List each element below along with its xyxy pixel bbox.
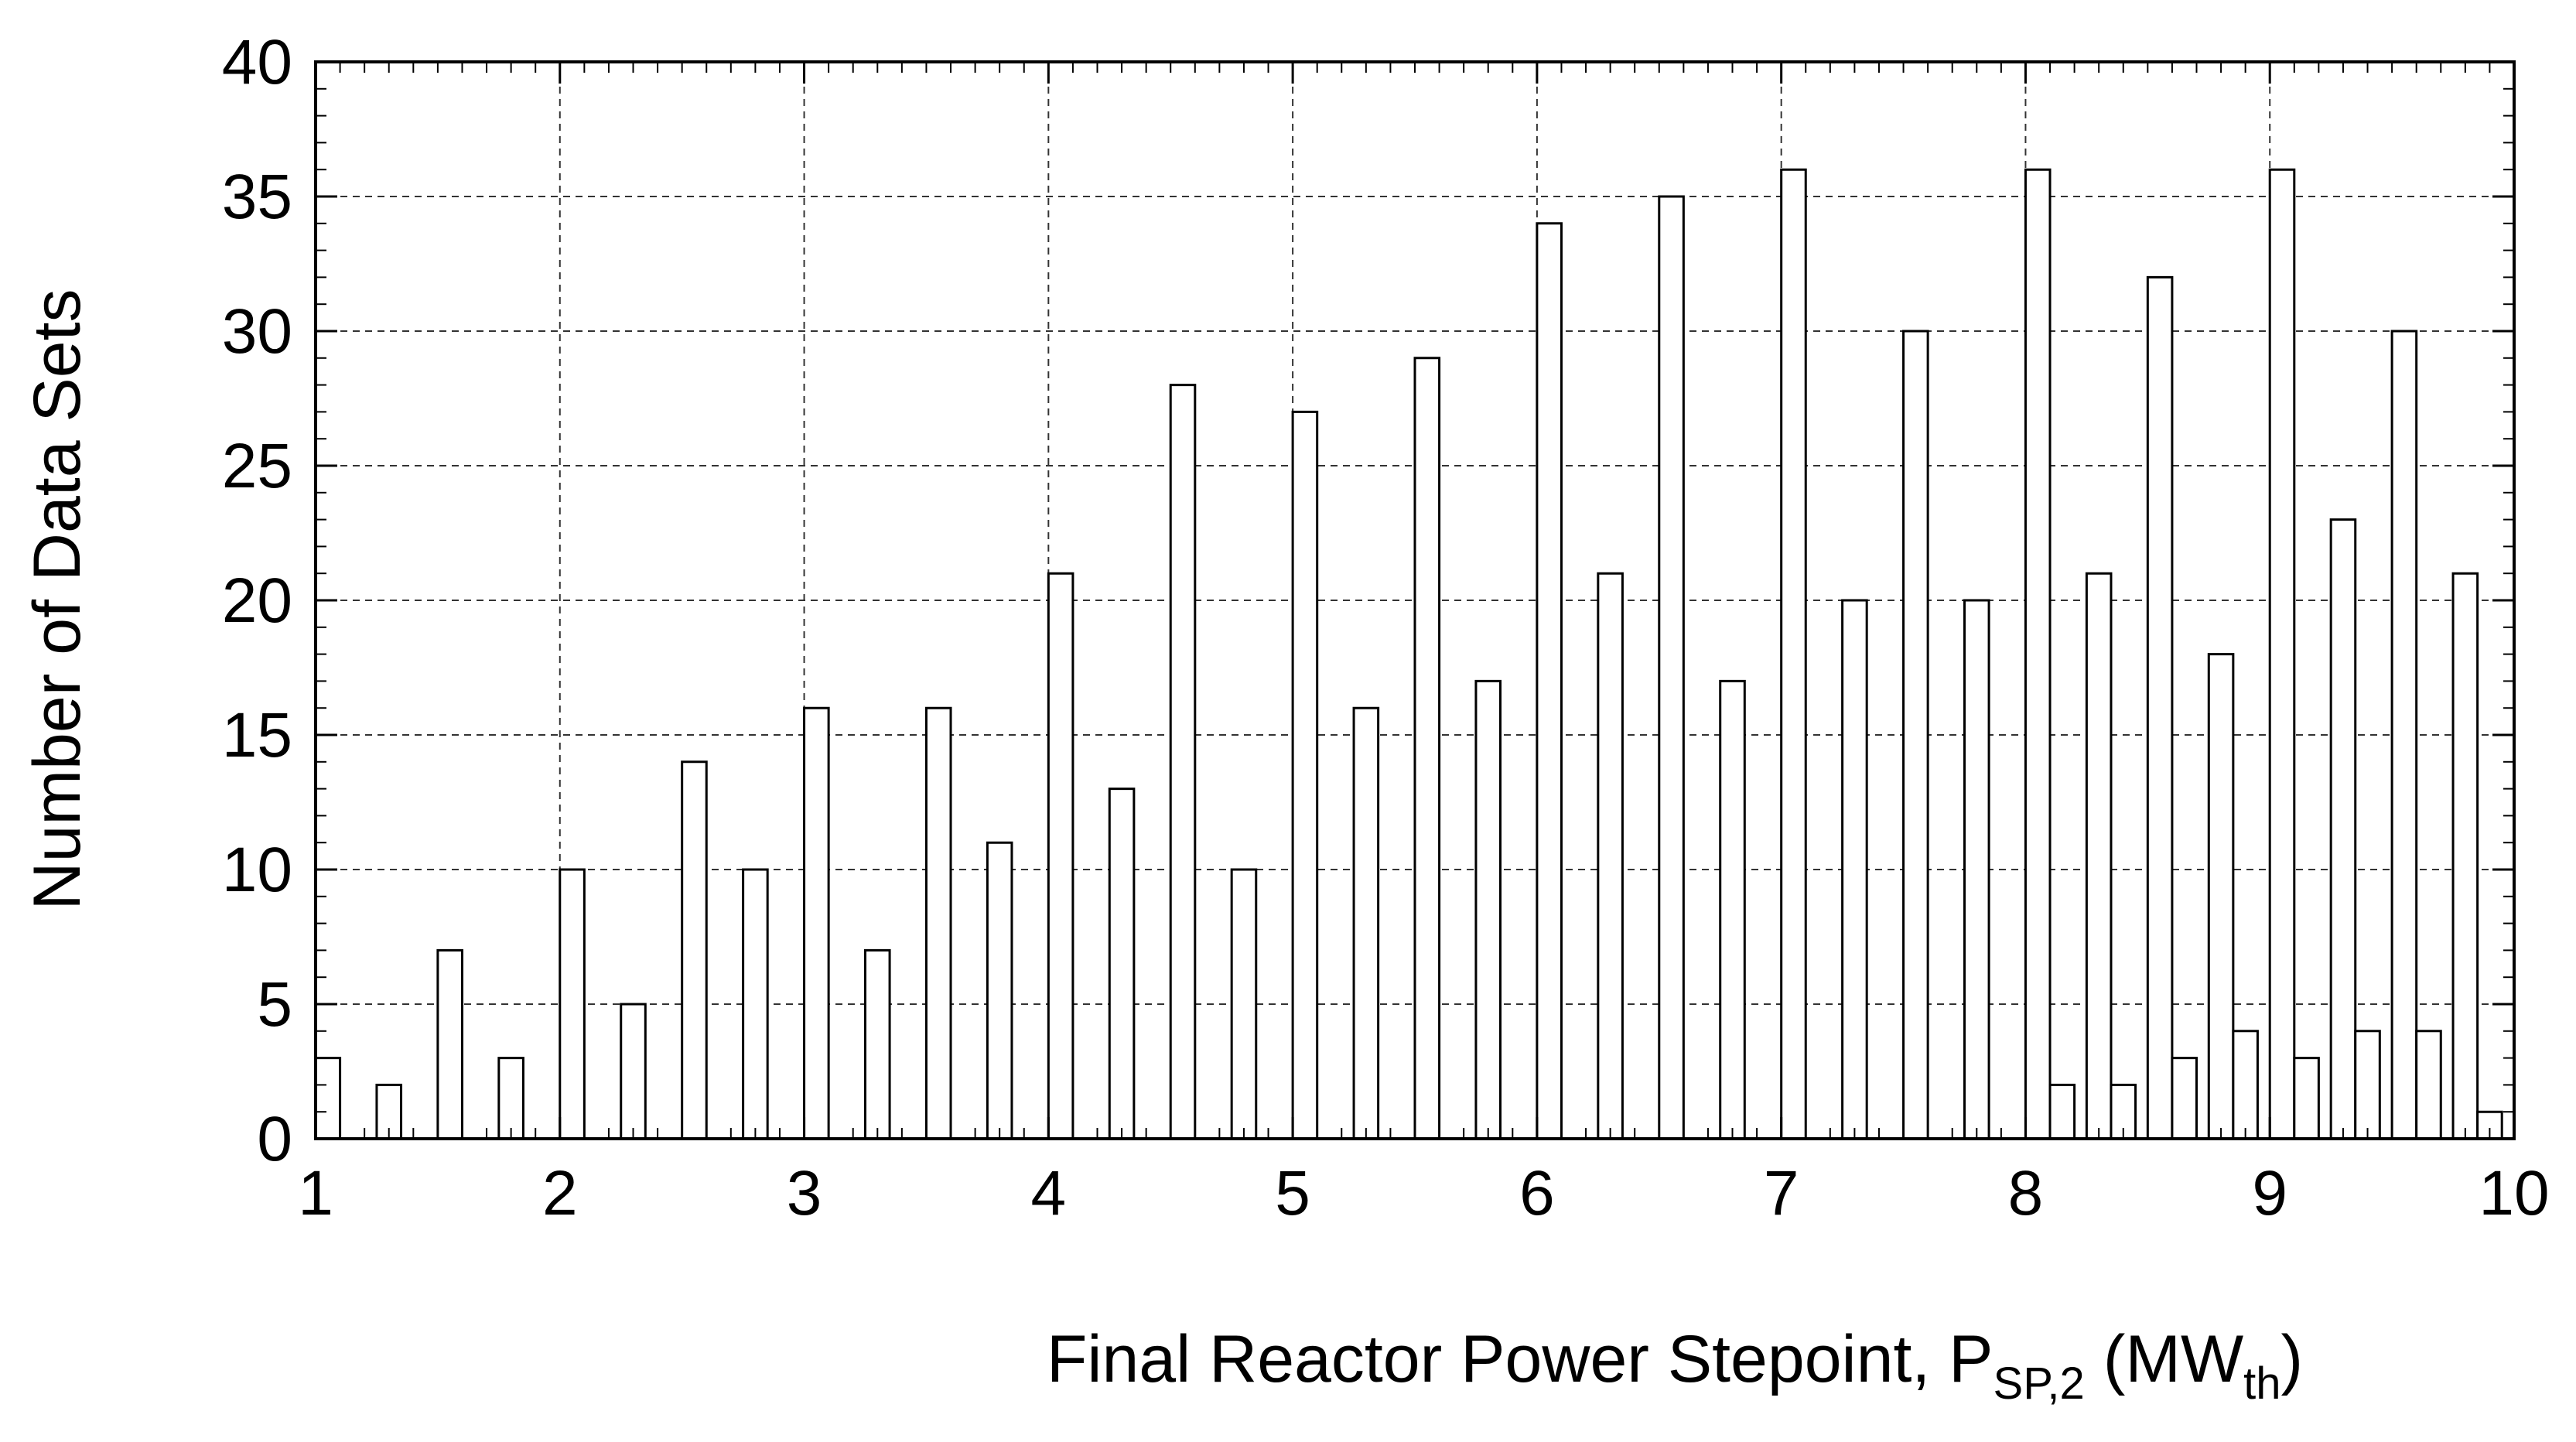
histogram-bar — [2390, 330, 2418, 1139]
histogram-bar — [924, 706, 952, 1139]
histogram-bar — [742, 868, 769, 1139]
histogram-bar — [314, 1057, 342, 1139]
histogram-bar — [1108, 788, 1136, 1139]
histogram-bar — [2207, 653, 2235, 1139]
y-tick-label: 0 — [257, 1104, 292, 1174]
histogram-bar — [803, 706, 830, 1139]
histogram-bar — [2293, 1057, 2320, 1139]
y-axis-title: Number of Data Sets — [20, 289, 94, 910]
x-tick-label: 3 — [787, 1158, 822, 1228]
histogram-bar — [1352, 706, 1380, 1139]
bars — [314, 168, 2503, 1139]
x-axis-title-unit-close: ) — [2281, 1322, 2304, 1396]
histogram-bar — [1963, 599, 1990, 1139]
histogram-bar — [1413, 357, 1441, 1139]
x-axis-title-sub-sp2: SP,2 — [1993, 1358, 2085, 1409]
histogram-bar — [986, 841, 1013, 1139]
x-tick-label: 9 — [2252, 1158, 2287, 1228]
x-tick-label: 1 — [298, 1158, 333, 1228]
y-tick-label: 5 — [257, 969, 292, 1040]
histogram-bar — [375, 1083, 403, 1139]
x-axis-title-main: Final Reactor Power Stepoint, P — [1047, 1322, 1993, 1396]
histogram-bar — [1597, 572, 1624, 1139]
histogram-bar — [2451, 572, 2479, 1139]
x-tick-label: 10 — [2479, 1158, 2549, 1228]
histogram-bar — [1169, 384, 1197, 1139]
histogram-bar — [1658, 195, 1685, 1139]
histogram-bar — [1047, 572, 1074, 1139]
histogram-bar — [2329, 518, 2357, 1139]
histogram-bar — [2048, 1083, 2076, 1139]
histogram-bar — [1536, 222, 1563, 1139]
x-tick-label: 2 — [542, 1158, 578, 1228]
y-tick-label: 10 — [222, 835, 292, 905]
y-tick-label: 15 — [222, 700, 292, 771]
histogram-bar — [2232, 1030, 2259, 1139]
x-axis-title: Final Reactor Power Stepoint, PSP,2 (MWt… — [1047, 1322, 2303, 1409]
histogram-bar — [2268, 168, 2296, 1139]
histogram-bar — [2476, 1110, 2503, 1139]
y-tick-label: 40 — [222, 27, 292, 97]
y-tick-labels: 0 5 10 15 20 25 30 35 40 — [222, 27, 292, 1174]
x-tick-label: 6 — [1519, 1158, 1555, 1228]
histogram-bar — [1902, 330, 1929, 1139]
histogram-bar — [559, 868, 586, 1139]
histogram-bar — [2354, 1030, 2381, 1139]
x-tick-label: 7 — [1764, 1158, 1799, 1228]
y-tick-label: 20 — [222, 566, 292, 636]
histogram-bar — [681, 760, 708, 1139]
histogram-bar — [2024, 168, 2052, 1139]
histogram-bar — [2085, 572, 2113, 1139]
y-tick-label: 30 — [222, 296, 292, 367]
x-axis-title-sub-th: th — [2243, 1358, 2280, 1409]
histogram-bar — [1474, 679, 1502, 1139]
histogram-bar — [1230, 868, 1258, 1139]
histogram-bar — [2110, 1083, 2137, 1139]
histogram-bar — [2146, 275, 2174, 1139]
x-axis-title-unit-open: (MW — [2085, 1322, 2243, 1396]
histogram-bar — [436, 948, 463, 1139]
histogram-bar — [2415, 1030, 2442, 1139]
x-tick-label: 5 — [1275, 1158, 1310, 1228]
histogram-bar — [1291, 410, 1319, 1139]
histogram-bar — [864, 948, 891, 1139]
y-tick-label: 35 — [222, 162, 292, 232]
histogram-bar — [620, 1003, 647, 1139]
histogram-bar — [2171, 1057, 2198, 1139]
histogram-bar — [497, 1057, 524, 1139]
x-tick-label: 8 — [2008, 1158, 2044, 1228]
histogram-bar — [1841, 599, 1868, 1139]
y-tick-label: 25 — [222, 431, 292, 501]
x-tick-labels: 1 2 3 4 5 6 7 8 9 10 — [298, 1158, 2549, 1228]
plot-frame — [314, 60, 2516, 1140]
x-tick-label: 4 — [1031, 1158, 1067, 1228]
histogram-bar — [1780, 168, 1807, 1139]
histogram-bar — [1719, 679, 1746, 1139]
